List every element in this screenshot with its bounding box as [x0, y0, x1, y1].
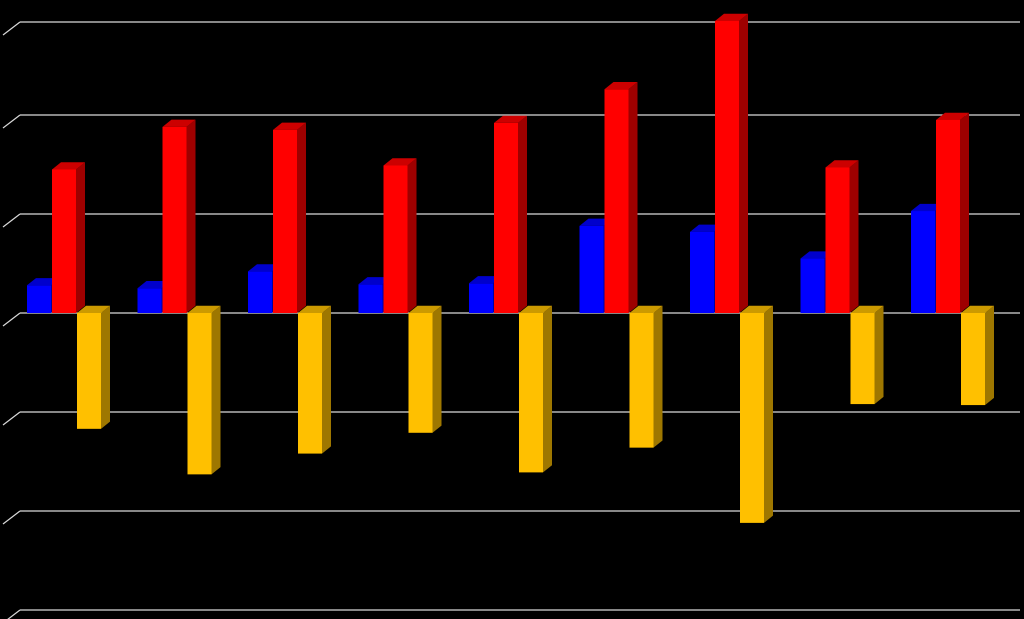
- bar-front: [961, 313, 985, 406]
- bar-top: [248, 264, 281, 272]
- bar-side: [518, 115, 527, 313]
- bar-top: [494, 115, 527, 123]
- bar-front: [825, 167, 850, 313]
- bar-front: [408, 313, 433, 433]
- bar-top: [629, 305, 663, 313]
- gridline-edge: [2, 312, 21, 327]
- gridline-edge: [2, 510, 21, 525]
- bar-side: [764, 305, 773, 523]
- bar-2-2: [162, 119, 196, 314]
- bar-top: [162, 119, 196, 127]
- bar-2-8: [825, 160, 859, 313]
- bar-3-7: [740, 305, 773, 523]
- bar-front: [273, 129, 297, 313]
- bar-side: [739, 13, 748, 313]
- bar-side: [960, 112, 969, 313]
- bar-front: [162, 126, 187, 313]
- bar-top: [187, 305, 221, 313]
- bar-top: [800, 251, 834, 259]
- bar-top: [715, 13, 748, 21]
- bar-3-4: [408, 305, 442, 433]
- bar-side: [407, 158, 417, 313]
- bar-3-6: [629, 305, 663, 448]
- bars: [27, 13, 994, 523]
- bar-top: [52, 162, 85, 170]
- bar-front: [137, 288, 162, 313]
- bar-front: [579, 225, 604, 313]
- bar-front: [690, 231, 714, 313]
- bar-front: [358, 284, 383, 313]
- bar-top: [273, 122, 306, 130]
- bar-front: [800, 258, 825, 313]
- bar-front: [383, 165, 408, 313]
- bar-top: [579, 218, 613, 226]
- bar-3-8: [850, 305, 884, 405]
- bar-front: [911, 211, 935, 313]
- bar-front: [469, 283, 493, 313]
- bar-top: [825, 160, 859, 168]
- bar-top: [469, 276, 502, 284]
- bar-front: [52, 169, 76, 313]
- bar-3-3: [298, 305, 331, 454]
- bar-front: [629, 313, 654, 448]
- bar-front: [77, 313, 101, 429]
- bar-top: [27, 278, 60, 286]
- bar-front: [604, 89, 629, 313]
- bar-top: [936, 112, 969, 120]
- gridline-edge: [2, 21, 21, 36]
- gridline-edge: [2, 213, 21, 228]
- bar-top: [961, 305, 994, 313]
- bar-side: [874, 305, 884, 405]
- bar-top: [740, 305, 773, 313]
- bar-2-6: [604, 82, 638, 313]
- bar-front: [248, 271, 272, 313]
- bar-top: [408, 305, 442, 313]
- bar-front: [519, 313, 543, 473]
- bar-2-9: [936, 112, 969, 313]
- bar-top: [298, 305, 331, 313]
- bar-front: [936, 119, 960, 313]
- bar-side: [76, 162, 85, 313]
- bar-side: [186, 119, 196, 314]
- bar-top: [690, 224, 723, 232]
- bar-top: [358, 277, 392, 285]
- bar-front: [494, 122, 518, 313]
- bar-side: [628, 82, 638, 313]
- bar-side: [101, 305, 110, 429]
- bar-side: [985, 305, 994, 406]
- bar-front: [850, 313, 875, 405]
- bar-top: [850, 305, 884, 313]
- bar-side: [211, 305, 221, 475]
- bar-2-3: [273, 122, 306, 314]
- bar-top: [519, 305, 552, 313]
- bar-2-7: [715, 13, 748, 313]
- bar-2-4: [383, 158, 417, 313]
- bar-top: [137, 281, 171, 289]
- bar-top: [911, 203, 944, 212]
- gridline-edge: [2, 411, 21, 426]
- bar-3-5: [519, 305, 552, 473]
- bar-side: [543, 305, 552, 473]
- bar-top: [604, 82, 638, 90]
- bar-front: [27, 285, 51, 313]
- gridline-edge: [2, 114, 21, 129]
- bar-top: [383, 158, 417, 166]
- bar-front: [715, 20, 739, 313]
- bar-3-2: [187, 305, 221, 475]
- gridline-edge: [7, 609, 21, 619]
- bar-side: [653, 305, 663, 448]
- bar-front: [187, 313, 212, 475]
- bar-2-5: [494, 115, 527, 313]
- bar-side: [849, 160, 859, 313]
- bar-front: [740, 313, 764, 523]
- bar-2-1: [52, 162, 85, 313]
- bar-side: [432, 305, 442, 433]
- bar-front: [298, 313, 322, 454]
- bar-side: [322, 305, 331, 454]
- bar-side: [297, 122, 306, 314]
- bar-3-1: [77, 305, 110, 429]
- bar-3-9: [961, 305, 994, 406]
- bar-top: [77, 305, 110, 313]
